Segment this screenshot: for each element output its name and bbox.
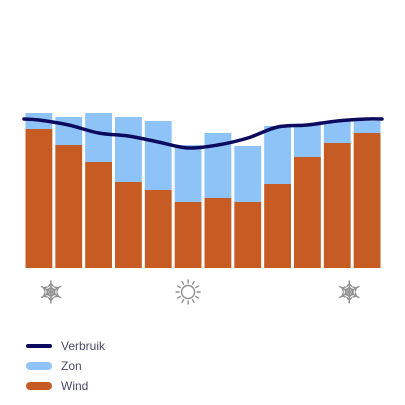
- legend-item-wind: Wind: [26, 376, 105, 396]
- snowflake-icon: [40, 280, 62, 304]
- bar-wind-7: [204, 198, 232, 268]
- bar-wind-10: [294, 157, 321, 268]
- bar-zon-11: [323, 121, 351, 143]
- bar-wind-6: [174, 202, 202, 268]
- bar-zon-4: [115, 117, 142, 182]
- bar-zon-12: [353, 121, 381, 133]
- snowflake-icon: [339, 280, 360, 304]
- bar-wind-11: [323, 143, 351, 268]
- bar-wind-2: [55, 145, 83, 268]
- bar-wind-8: [234, 202, 262, 268]
- legend: Verbruik Zon Wind: [26, 336, 105, 396]
- chart-area: [22, 113, 384, 305]
- bar-wind-5: [144, 190, 172, 268]
- sun-icon: [175, 279, 201, 305]
- bar-wind-12: [353, 133, 381, 268]
- legend-item-zon: Zon: [26, 356, 105, 376]
- bar-wind-3: [85, 162, 112, 268]
- bar-zon-6: [174, 145, 202, 202]
- legend-label-zon: Zon: [61, 359, 82, 373]
- bar-zon-5: [144, 121, 172, 190]
- legend-swatch-wind: [26, 382, 52, 390]
- legend-label-wind: Wind: [61, 379, 89, 393]
- bar-zon-8: [234, 146, 262, 202]
- legend-item-verbruik: Verbruik: [26, 336, 105, 356]
- bar-zon-2: [55, 117, 83, 145]
- legend-swatch-verbruik: [26, 344, 52, 348]
- bar-zon-9: [264, 126, 291, 184]
- bar-zon-3: [85, 113, 112, 162]
- series-line-verbruik: [22, 117, 384, 150]
- legend-swatch-zon: [26, 362, 52, 370]
- bar-zon-10: [294, 124, 321, 157]
- bar-wind-4: [115, 182, 142, 268]
- legend-label-verbruik: Verbruik: [61, 339, 106, 353]
- bar-wind-9: [264, 184, 291, 268]
- bar-wind-1: [25, 129, 53, 268]
